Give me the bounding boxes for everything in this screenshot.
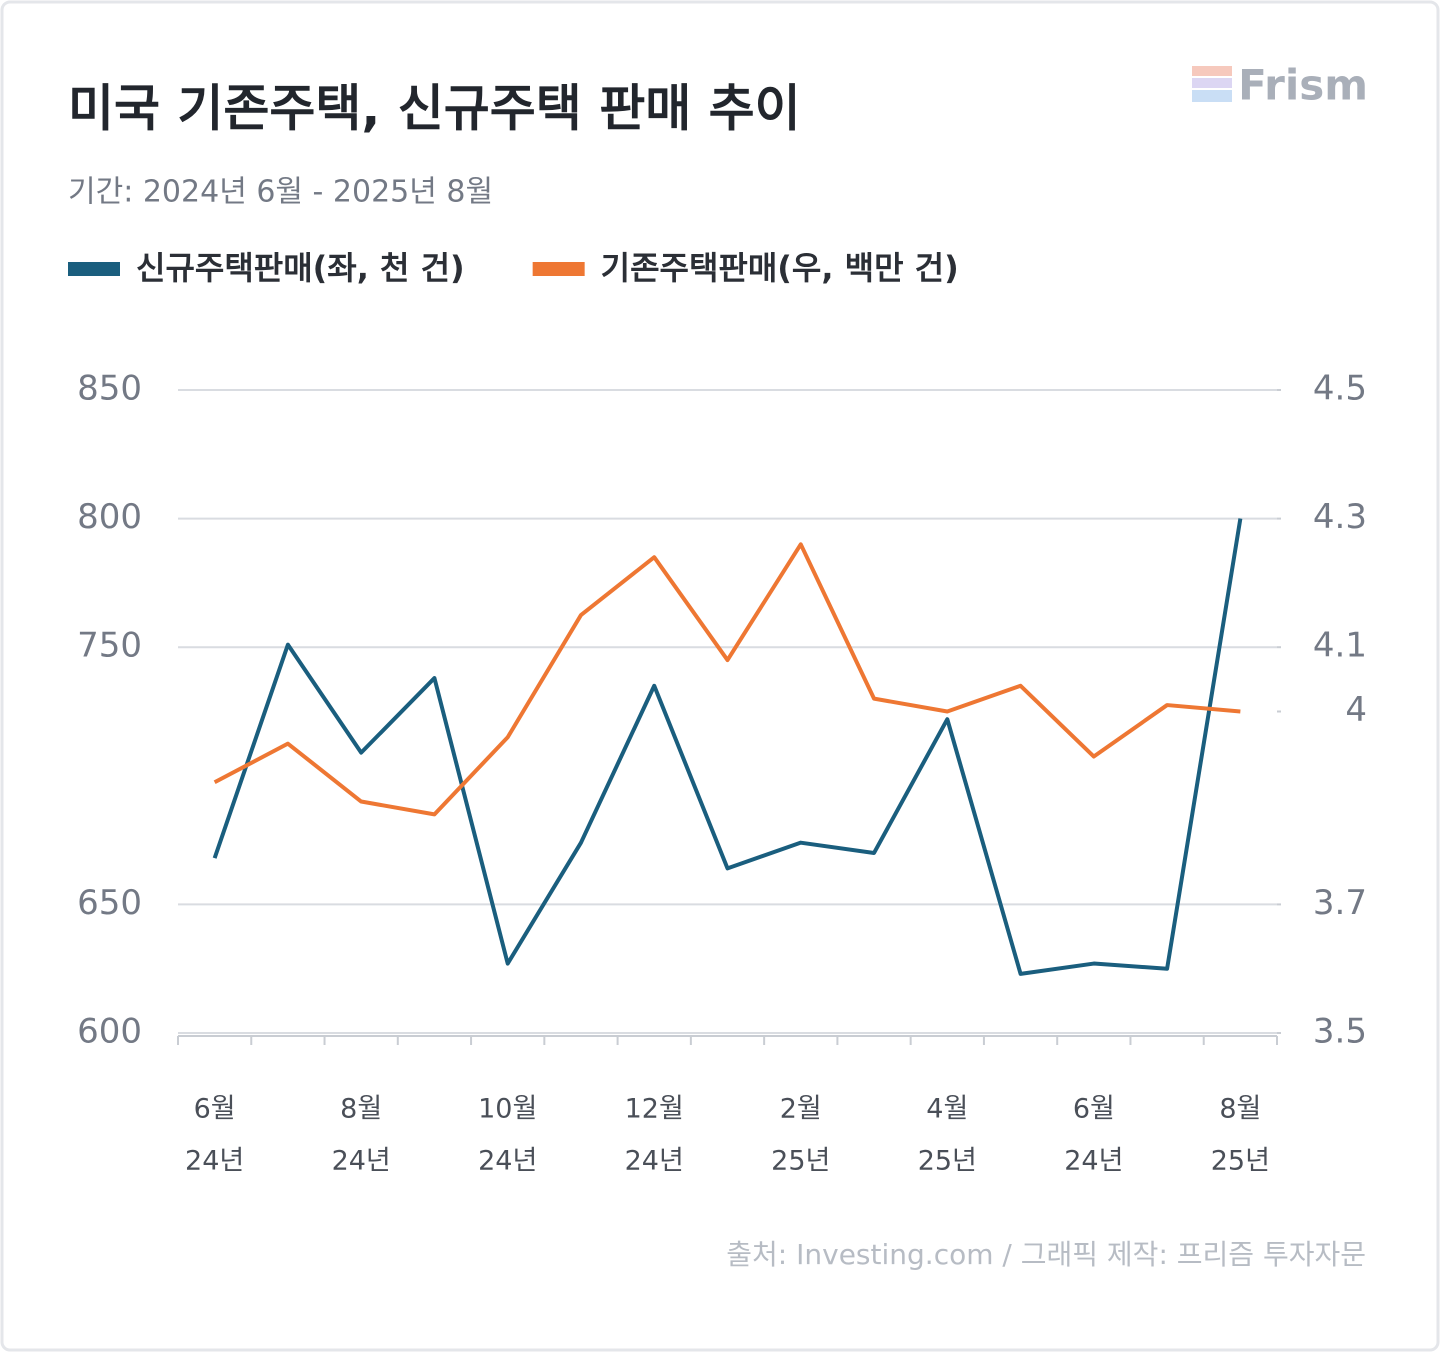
x-tick-label: 24년 — [332, 1146, 391, 1177]
x-tick-label: 25년 — [918, 1146, 977, 1177]
x-tick-label: 4월 — [926, 1094, 968, 1125]
x-tick-label: 2월 — [780, 1094, 822, 1125]
chart-title: 미국 기존주택, 신규주택 판매 추이 — [68, 80, 801, 138]
y-tick-label: 800 — [77, 497, 142, 537]
x-tick-label: 8월 — [1219, 1094, 1261, 1125]
x-tick-label: 8월 — [340, 1094, 382, 1125]
x-tick-label: 6월 — [194, 1094, 236, 1125]
x-tick-label: 6월 — [1073, 1094, 1115, 1125]
y2-tick-label: 4.5 — [1313, 369, 1367, 409]
y2-tick-label: 4 — [1345, 690, 1367, 730]
x-tick-label: 12월 — [625, 1094, 684, 1125]
logo-icon — [1192, 66, 1232, 102]
legend-swatch — [68, 262, 120, 276]
x-tick-label: 24년 — [1064, 1146, 1123, 1177]
legend-label: 기존주택판매(우, 백만 건) — [601, 249, 959, 287]
x-tick-label: 24년 — [478, 1146, 537, 1177]
y-tick-label: 650 — [77, 883, 142, 923]
x-tick-label: 24년 — [185, 1146, 244, 1177]
x-tick-label: 25년 — [1211, 1146, 1270, 1177]
y-tick-label: 600 — [77, 1012, 142, 1052]
y2-tick-label: 3.5 — [1313, 1012, 1367, 1052]
y2-tick-label: 4.1 — [1313, 626, 1367, 666]
y2-tick-label: 4.3 — [1313, 497, 1367, 537]
x-tick-label: 24년 — [625, 1146, 684, 1177]
y2-tick-label: 3.7 — [1313, 883, 1367, 923]
legend-label: 신규주택판매(좌, 천 건) — [136, 249, 465, 287]
series-line — [213, 542, 1241, 817]
legend-swatch — [532, 262, 585, 276]
subtitle: 기간: 2024년 6월 - 2025년 8월 — [68, 175, 493, 210]
x-tick-label: 10월 — [478, 1094, 537, 1125]
logo: Frism — [1238, 61, 1368, 110]
x-tick-label: 25년 — [771, 1146, 830, 1177]
y-tick-label: 850 — [77, 369, 142, 409]
source: 출처: Investing.com / 그래픽 제작: 프리즘 투자자문 — [726, 1238, 1366, 1271]
y-tick-label: 750 — [77, 626, 142, 666]
series-line — [212, 518, 1243, 976]
